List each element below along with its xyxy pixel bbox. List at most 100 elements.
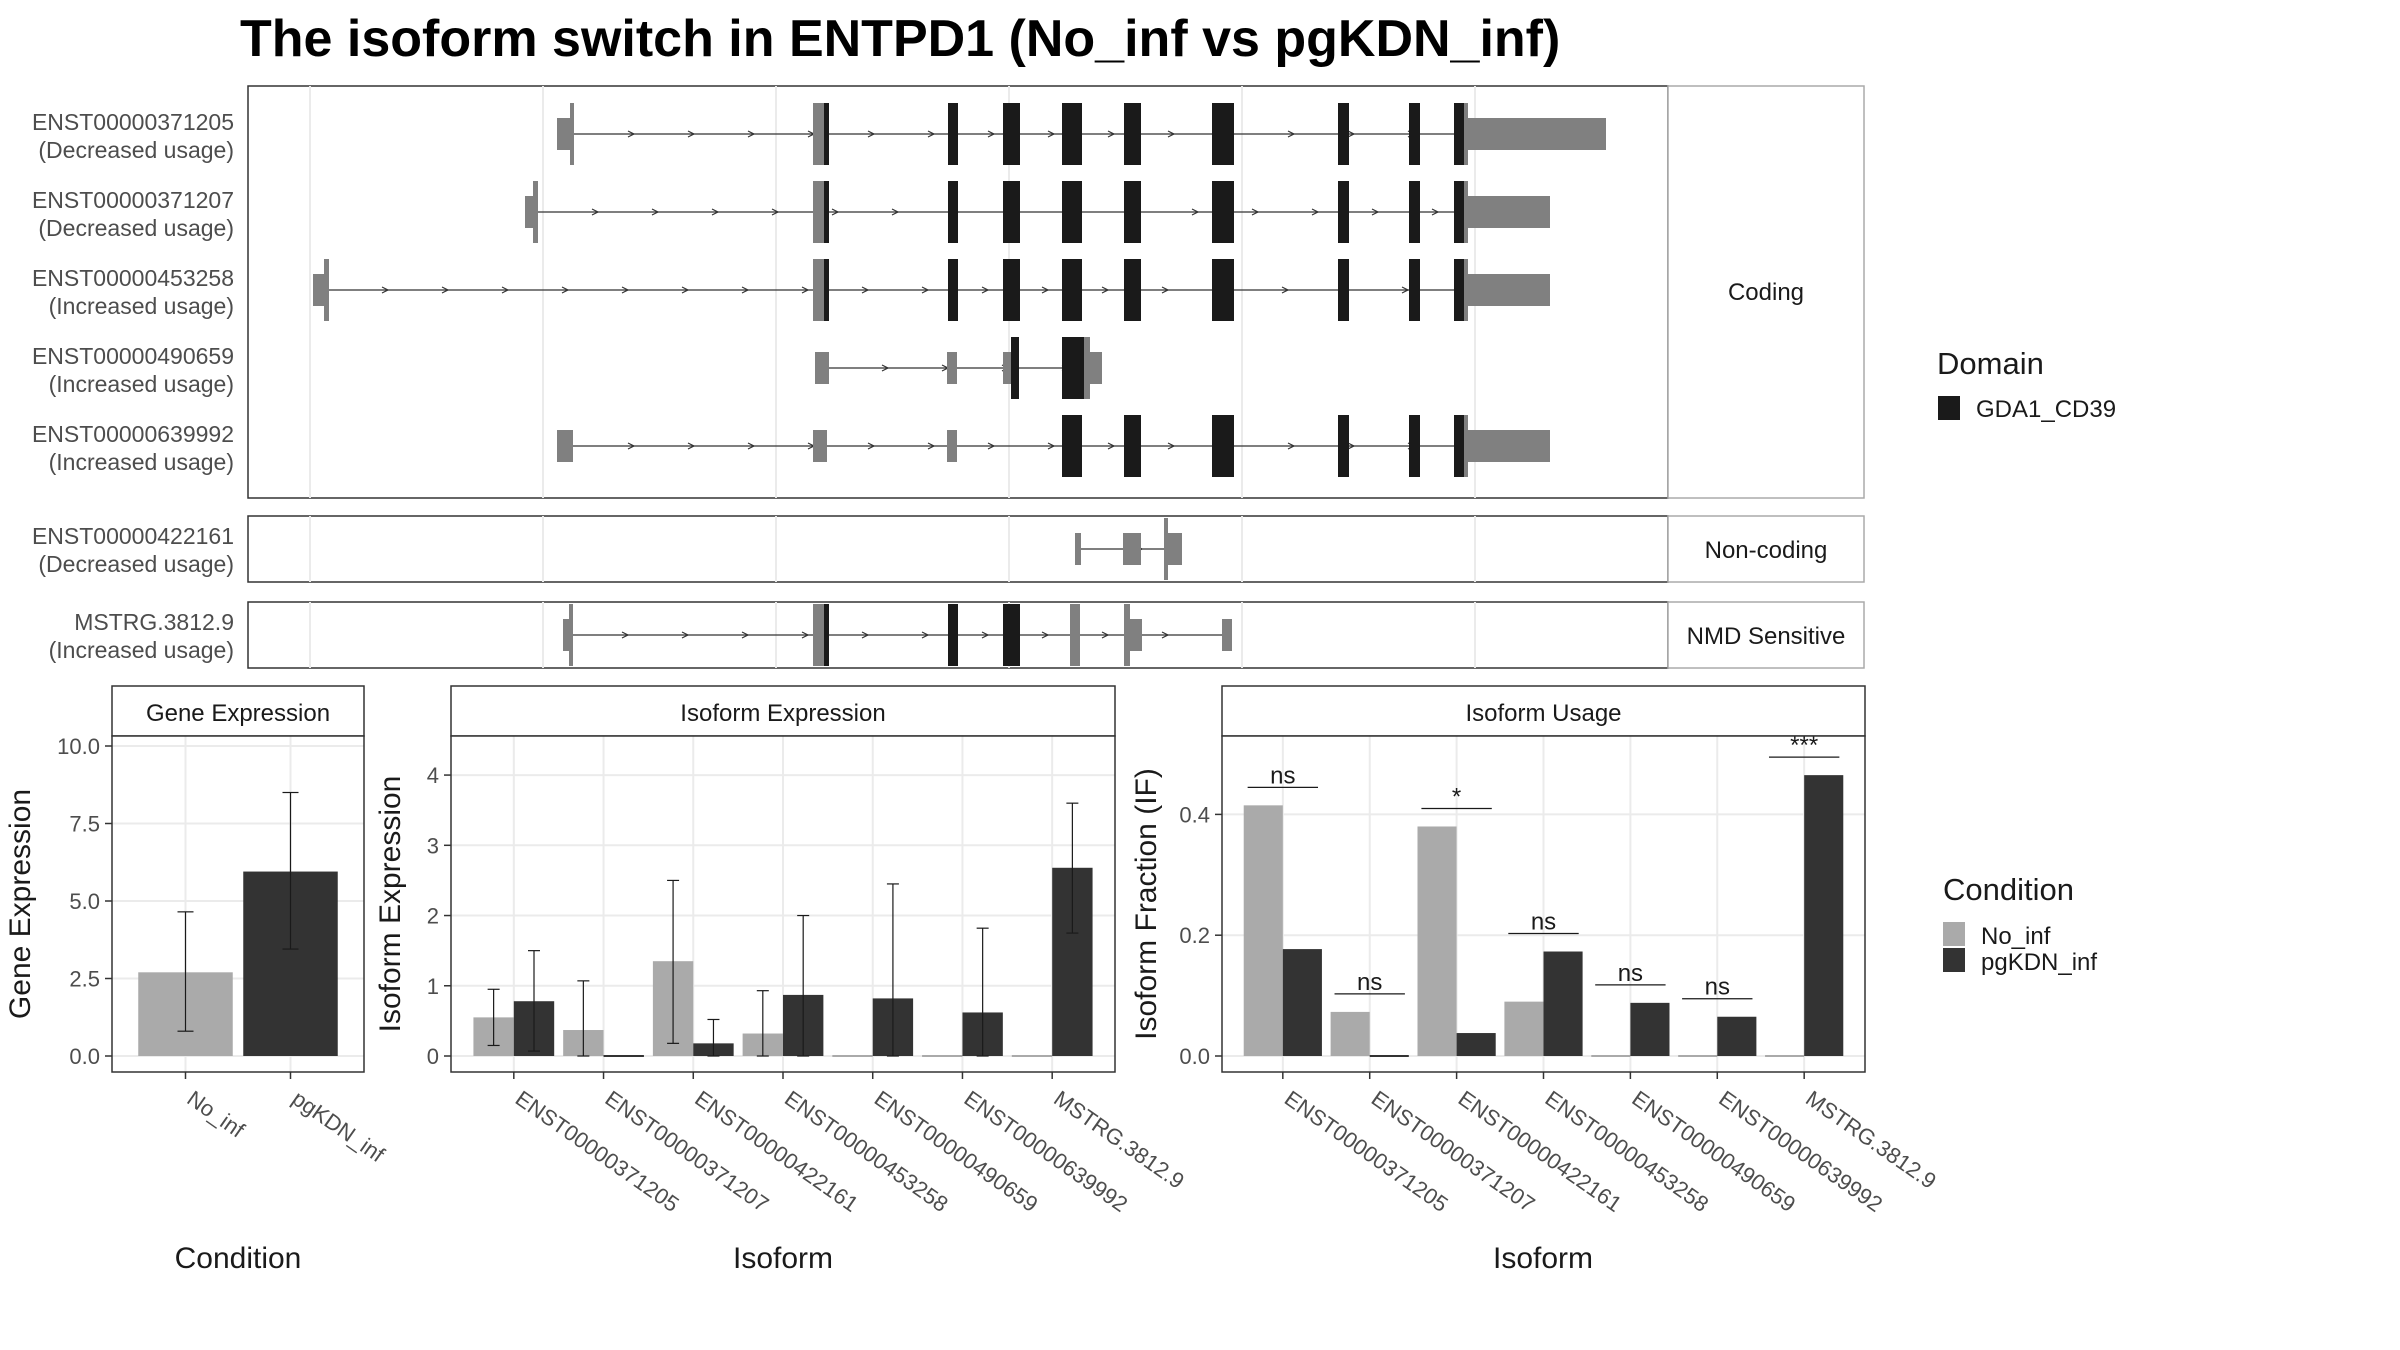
y-tick-label: 4	[427, 763, 439, 788]
panel-title: Isoform Usage	[1465, 700, 1621, 727]
transcript-usage-5: (Increased usage)	[49, 449, 234, 475]
exon	[1090, 352, 1102, 384]
exon	[1070, 604, 1080, 666]
strand-arrow	[591, 208, 600, 216]
x-tick-label: ENST00000639992	[960, 1086, 1133, 1217]
domain-legend-label: GDA1_CD39	[1976, 396, 2116, 423]
y-tick-label: 5.0	[69, 889, 100, 914]
exon	[1164, 518, 1168, 580]
domain-legend-key	[1938, 396, 1960, 420]
domain-exon	[1409, 259, 1420, 321]
significance-label: *	[1452, 783, 1461, 810]
bar-pgkdn-inf	[1456, 1033, 1496, 1056]
domain-exon	[1338, 415, 1349, 477]
exon	[557, 118, 571, 150]
strand-arrow	[687, 442, 696, 450]
strand-arrow	[1161, 286, 1170, 294]
y-axis-title: Isoform Expression	[374, 776, 407, 1033]
domain-exon	[1062, 337, 1084, 399]
condition-legend-title: Condition	[1943, 872, 2074, 907]
strand-arrow	[921, 286, 930, 294]
exon	[569, 604, 573, 666]
domain-exon	[1003, 103, 1020, 165]
strand-arrow	[1401, 286, 1410, 294]
transcript-id-5: ENST00000639992	[32, 421, 234, 447]
domain-exon	[824, 181, 829, 243]
domain-exon	[1338, 181, 1349, 243]
exon	[1084, 337, 1090, 399]
bar-no-inf	[1330, 1011, 1370, 1056]
domain-exon	[824, 259, 829, 321]
exon	[1168, 533, 1182, 565]
strand-arrow	[1281, 286, 1290, 294]
strand-arrow	[1041, 631, 1050, 639]
strand-arrow	[687, 130, 696, 138]
transcript-usage-6: (Decreased usage)	[38, 551, 234, 577]
strand-arrow	[711, 208, 720, 216]
domain-exon	[1003, 259, 1020, 321]
domain-exon	[1454, 181, 1464, 243]
domain-exon	[1212, 181, 1234, 243]
strand-arrow	[867, 130, 876, 138]
exon	[813, 430, 827, 462]
strand-arrow	[1107, 130, 1116, 138]
chart-panel-2: Isoform Expression01234ENST00000371205EN…	[374, 685, 1189, 1275]
domain-exon	[1454, 103, 1464, 165]
strand-arrow	[1191, 208, 1200, 216]
chart-panel-3: Isoform Usagensns*nsnsns***0.00.20.4ENST…	[1130, 685, 1941, 1275]
transcript-id-7: MSTRG.3812.9	[74, 609, 234, 635]
strand-arrow	[981, 286, 990, 294]
structure-panels: Coding Non-coding NMD Sensitive ENST0000…	[32, 85, 1865, 669]
exon	[1464, 259, 1468, 321]
transcript-id-4: ENST00000490659	[32, 343, 234, 369]
strand-arrow	[651, 208, 660, 216]
strand-arrow	[747, 442, 756, 450]
domain-exon	[1062, 181, 1082, 243]
bar-no-inf	[1417, 826, 1457, 1056]
exon	[947, 430, 957, 462]
significance-label: ns	[1531, 909, 1556, 936]
domain-exon	[1011, 337, 1019, 399]
domain-exon	[1454, 415, 1464, 477]
domain-exon	[1062, 415, 1082, 477]
strand-arrow	[867, 442, 876, 450]
strand-arrow	[621, 631, 630, 639]
strand-arrow	[1287, 442, 1296, 450]
strand-arrow	[561, 286, 570, 294]
strand-arrow	[741, 286, 750, 294]
noncoding-strip-label: Non-coding	[1705, 537, 1828, 564]
exon	[1468, 118, 1606, 150]
strand-arrow	[1371, 208, 1380, 216]
strand-arrow	[831, 208, 840, 216]
strand-arrow	[441, 286, 450, 294]
figure-title: The isoform switch in ENTPD1 (No_inf vs …	[240, 10, 1560, 68]
panel-strip	[111, 685, 365, 737]
y-tick-label: 0.2	[1179, 923, 1210, 948]
domain-exon	[1409, 181, 1420, 243]
y-tick-label: 0	[427, 1044, 439, 1069]
strand-arrow	[861, 286, 870, 294]
strand-arrow	[1167, 442, 1176, 450]
domain-exon	[1124, 259, 1141, 321]
y-tick-label: 2	[427, 904, 439, 929]
exon	[813, 604, 827, 666]
chart-panel-1: Gene Expression 0.0 2.5 5.0 7.5 10.0 No_inf pgK…	[4, 685, 390, 1275]
x-axis-title: Isoform	[733, 1242, 833, 1275]
transcript-usage-2: (Decreased usage)	[38, 215, 234, 241]
strand-arrow	[627, 130, 636, 138]
transcript-id-2: ENST00000371207	[32, 187, 234, 213]
domain-exon	[1062, 103, 1082, 165]
x-tick-label: ENST00000371205	[511, 1086, 684, 1217]
strand-arrow	[891, 208, 900, 216]
exon	[1464, 415, 1468, 477]
strand-arrow	[741, 631, 750, 639]
exon	[1124, 604, 1130, 666]
domain-exon	[948, 259, 958, 321]
strand-arrow	[771, 208, 780, 216]
x-tick-label: ENST00000453258	[780, 1086, 953, 1217]
transcript-usage-1: (Decreased usage)	[38, 137, 234, 163]
y-tick-label: 0.0	[69, 1044, 100, 1069]
exon	[570, 103, 574, 165]
y-tick-label: 10.0	[57, 734, 100, 759]
panel-strip	[450, 685, 1116, 737]
